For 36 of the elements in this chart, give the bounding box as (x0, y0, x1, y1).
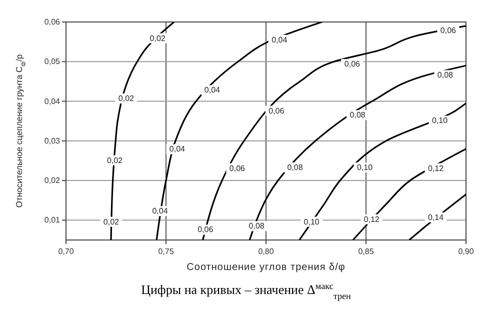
x-axis-title: Соотношение углов трения δ/φ (186, 262, 346, 273)
annotation: 0,08 (248, 222, 265, 231)
annotation: 0,04 (272, 35, 288, 44)
annotation: 0,06 (229, 164, 246, 173)
annotation: 0,08 (287, 162, 304, 172)
x-tick-label: 0,75 (158, 247, 174, 256)
annotation: 0,02 (103, 217, 120, 226)
annotation: 0,02 (118, 94, 135, 103)
annotation: 0,08 (437, 70, 454, 80)
annotation: 0,10 (432, 116, 448, 126)
annotation: 0,12 (364, 214, 380, 224)
annotation: 0,10 (304, 217, 320, 226)
annotation: 0,04 (204, 86, 221, 95)
x-tick-label: 0,80 (258, 247, 274, 256)
x-tick-label: 0,70 (58, 247, 74, 256)
annotation: 0,06 (198, 225, 214, 234)
y-tick-label: 0,01 (44, 216, 61, 225)
annotation: 0,04 (169, 144, 186, 154)
annotation: 0,14 (428, 212, 444, 222)
y-tick-label: 0,03 (44, 136, 61, 146)
annotation: 0,06 (268, 106, 285, 116)
annotation: 0,02 (107, 156, 124, 165)
y-tick-label: 0,05 (44, 57, 61, 66)
annotation: 0,02 (150, 34, 166, 43)
annotation: 0,06 (344, 60, 361, 69)
annotation: 0,10 (357, 162, 374, 172)
x-tick-label: 0,90 (458, 247, 474, 256)
annotation: 0,12 (428, 164, 444, 173)
y-tick-label: 0,02 (44, 176, 61, 186)
annotation: 0,06 (440, 26, 457, 36)
annotation: 0,04 (152, 206, 168, 216)
line-series (352, 148, 466, 240)
x-tick-label: 0,85 (358, 247, 374, 256)
annotation: 0,08 (350, 110, 366, 120)
y-tick-label: 0,06 (44, 18, 61, 26)
y-tick-label: 0,04 (44, 96, 61, 106)
